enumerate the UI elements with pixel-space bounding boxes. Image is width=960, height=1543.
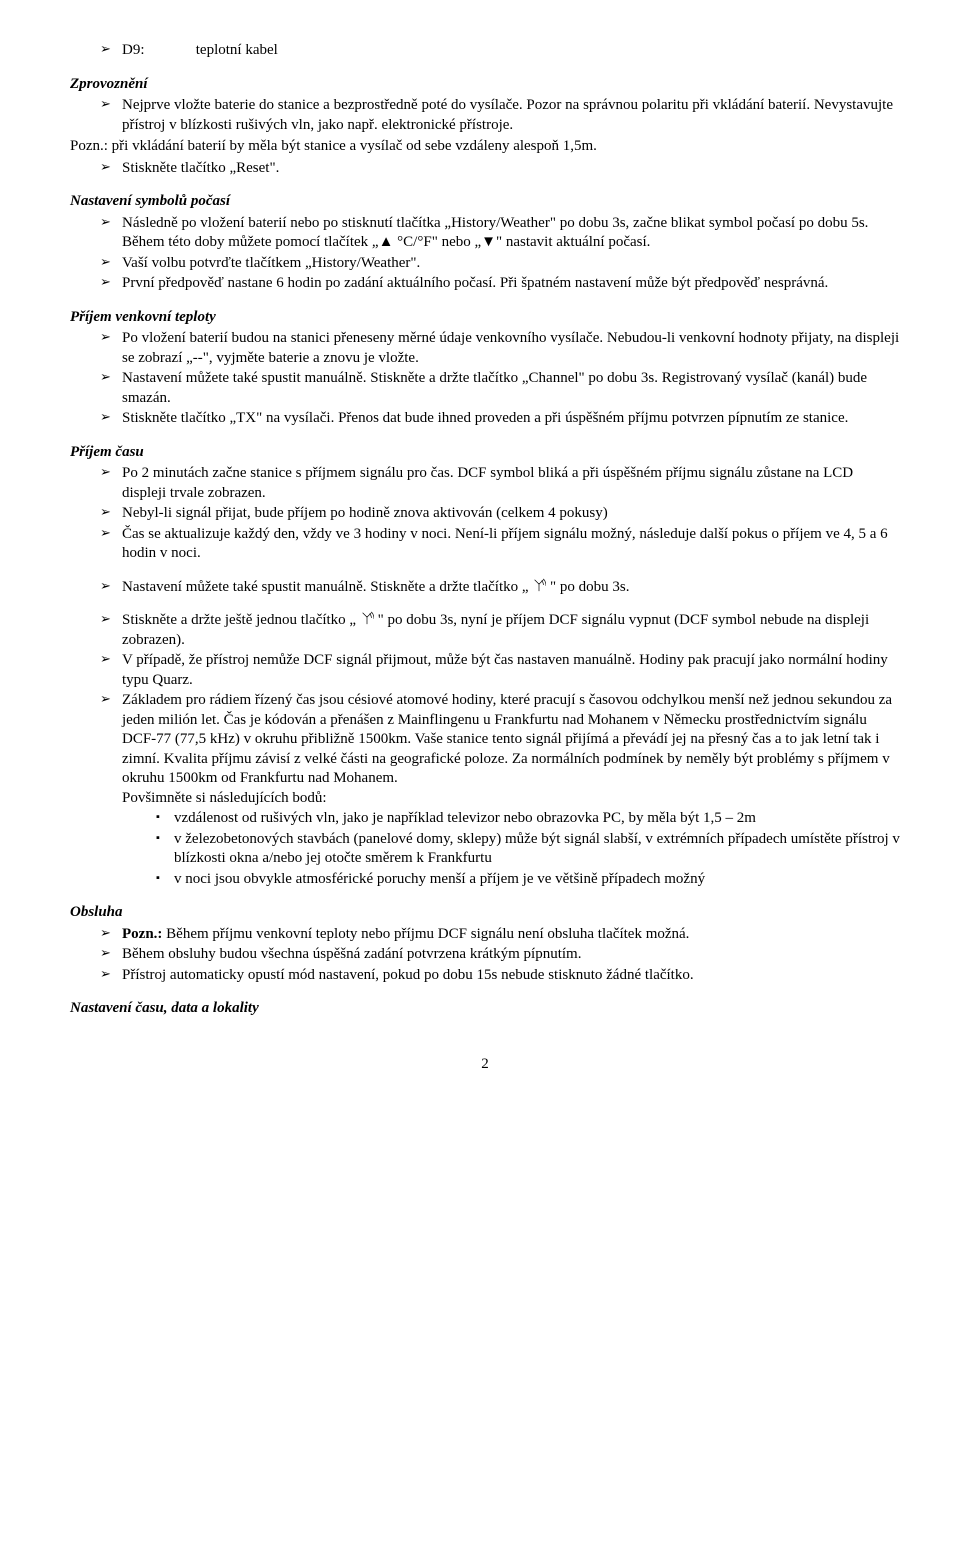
- item-text: Nebyl-li signál přijat, bude příjem po h…: [122, 504, 900, 524]
- list-item: ➢ Po vložení baterií budou na stanici př…: [70, 329, 900, 368]
- list-item: ➢ Nejprve vložte baterie do stanice a be…: [70, 96, 900, 135]
- bullet-arrow-icon: ➢: [100, 41, 122, 58]
- sub-intro: Povšimněte si následujících bodů:: [122, 789, 900, 809]
- icon-a-before: Nastavení můžete také spustit manuálně. …: [122, 579, 529, 595]
- list-item: ➢ Následně po vložení baterií nebo po st…: [70, 214, 900, 253]
- icon-a-after: " po dobu 3s.: [550, 579, 629, 595]
- item-text: Vaší volbu potvrďte tlačítkem „History/W…: [122, 254, 900, 274]
- note-label: Pozn.:: [122, 926, 162, 942]
- page-number: 2: [70, 1055, 900, 1075]
- heading-obsluha: Obsluha: [70, 903, 900, 923]
- item-text: Nastavení můžete také spustit manuálně. …: [122, 578, 900, 598]
- item-text: Přístroj automaticky opustí mód nastaven…: [122, 966, 900, 986]
- list-item-icon-a: ➢ Nastavení můžete také spustit manuálně…: [70, 578, 900, 598]
- d9-code: D9:: [122, 41, 192, 61]
- item-text: Stiskněte tlačítko „TX" na vysílači. Pře…: [122, 409, 900, 429]
- list-item: ➢ Stiskněte tlačítko „TX" na vysílači. P…: [70, 409, 900, 429]
- bullet-arrow-icon: ➢: [100, 329, 122, 346]
- heading-nastaveni-casu: Nastavení času, data a lokality: [70, 999, 900, 1019]
- note-body: Během příjmu venkovní teploty nebo příjm…: [162, 926, 689, 942]
- bullet-arrow-icon: ➢: [100, 214, 122, 231]
- item-text: První předpověď nastane 6 hodin po zadán…: [122, 274, 900, 294]
- list-item: ➢ Základem pro rádiem řízený čas jsou cé…: [70, 691, 900, 808]
- heading-symboly: Nastavení symbolů počasí: [70, 192, 900, 212]
- bullet-arrow-icon: ➢: [100, 691, 122, 708]
- d9-row: ➢ D9: teplotní kabel: [70, 41, 900, 61]
- antenna-icon: [532, 578, 546, 592]
- bullet-arrow-icon: ➢: [100, 96, 122, 113]
- item-text: Čas se aktualizuje každý den, vždy ve 3 …: [122, 525, 900, 564]
- bullet-arrow-icon: ➢: [100, 966, 122, 983]
- item-text: Nastavení můžete také spustit manuálně. …: [122, 369, 900, 408]
- antenna-icon: [360, 611, 374, 625]
- item-text: Stiskněte tlačítko „Reset".: [122, 159, 900, 179]
- items2-1: Základem pro rádiem řízený čas jsou cési…: [122, 692, 892, 786]
- bullet-arrow-icon: ➢: [100, 651, 122, 668]
- item-text: V případě, že přístroj nemůže DCF signál…: [122, 651, 900, 690]
- note-zprovozneni: Pozn.: při vkládání baterií by měla být …: [70, 137, 900, 157]
- item-text: Nejprve vložte baterie do stanice a bezp…: [122, 96, 900, 135]
- bullet-arrow-icon: ➢: [100, 925, 122, 942]
- heading-venkovni: Příjem venkovní teploty: [70, 308, 900, 328]
- bullet-arrow-icon: ➢: [100, 409, 122, 426]
- note-text: Pozn.: Během příjmu venkovní teploty neb…: [122, 925, 900, 945]
- bullet-arrow-icon: ➢: [100, 464, 122, 481]
- item-text: Po vložení baterií budou na stanici přen…: [122, 329, 900, 368]
- item-text: Během obsluhy budou všechna úspěšná zadá…: [122, 945, 900, 965]
- item-text: Základem pro rádiem řízený čas jsou cési…: [122, 691, 900, 808]
- list-item: ➢ První předpověď nastane 6 hodin po zad…: [70, 274, 900, 294]
- bullet-square-icon: ▪: [156, 830, 174, 848]
- list-item: ➢ Nastavení můžete také spustit manuálně…: [70, 369, 900, 408]
- heading-zprovozneni: Zprovoznění: [70, 75, 900, 95]
- bullet-arrow-icon: ➢: [100, 369, 122, 386]
- bullet-arrow-icon: ➢: [100, 274, 122, 291]
- d9-label: teplotní kabel: [196, 42, 278, 58]
- bullet-arrow-icon: ➢: [100, 578, 122, 595]
- list-item: ➢ Vaší volbu potvrďte tlačítkem „History…: [70, 254, 900, 274]
- list-item: ➢ Nebyl-li signál přijat, bude příjem po…: [70, 504, 900, 524]
- list-item: ➢ V případě, že přístroj nemůže DCF sign…: [70, 651, 900, 690]
- icon-b-before: Stiskněte a držte ještě jednou tlačítko …: [122, 612, 356, 628]
- list-item: ➢ Přístroj automaticky opustí mód nastav…: [70, 966, 900, 986]
- item-text: Stiskněte a držte ještě jednou tlačítko …: [122, 611, 900, 650]
- sub-text: v noci jsou obvykle atmosférické poruchy…: [174, 870, 900, 890]
- bullet-arrow-icon: ➢: [100, 159, 122, 176]
- bullet-arrow-icon: ➢: [100, 945, 122, 962]
- list-item-icon-b: ➢ Stiskněte a držte ještě jednou tlačítk…: [70, 611, 900, 650]
- bullet-arrow-icon: ➢: [100, 504, 122, 521]
- item-text: Po 2 minutách začne stanice s příjmem si…: [122, 464, 900, 503]
- bullet-arrow-icon: ➢: [100, 611, 122, 628]
- list-item: ➢ Stiskněte tlačítko „Reset".: [70, 159, 900, 179]
- bullet-square-icon: ▪: [156, 870, 174, 888]
- sub-text: vzdálenost od rušivých vln, jako je např…: [174, 809, 900, 829]
- sub-item: ▪ v noci jsou obvykle atmosférické poruc…: [70, 870, 900, 890]
- sub-item: ▪ v železobetonových stavbách (panelové …: [70, 830, 900, 869]
- bullet-arrow-icon: ➢: [100, 525, 122, 542]
- sub-item: ▪ vzdálenost od rušivých vln, jako je na…: [70, 809, 900, 829]
- d9-text: D9: teplotní kabel: [122, 41, 900, 61]
- list-item: ➢ Po 2 minutách začne stanice s příjmem …: [70, 464, 900, 503]
- item-text: Následně po vložení baterií nebo po stis…: [122, 214, 900, 253]
- bullet-square-icon: ▪: [156, 809, 174, 827]
- list-item-note: ➢ Pozn.: Během příjmu venkovní teploty n…: [70, 925, 900, 945]
- list-item: ➢ Čas se aktualizuje každý den, vždy ve …: [70, 525, 900, 564]
- heading-cas: Příjem času: [70, 443, 900, 463]
- sub-text: v železobetonových stavbách (panelové do…: [174, 830, 900, 869]
- list-item: ➢ Během obsluhy budou všechna úspěšná za…: [70, 945, 900, 965]
- bullet-arrow-icon: ➢: [100, 254, 122, 271]
